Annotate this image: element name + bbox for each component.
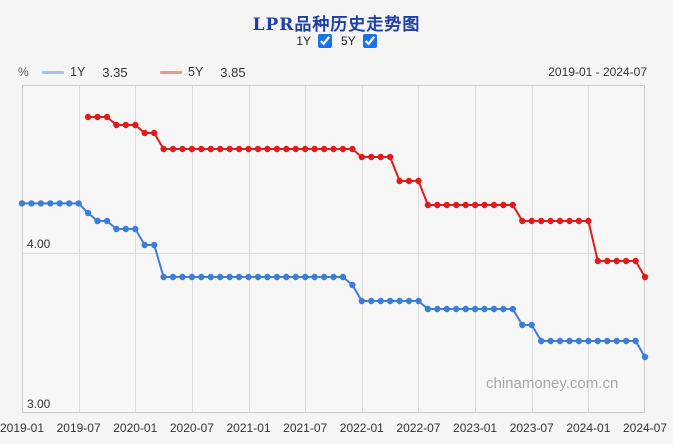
- x-axis-tick-label: 2022-01: [339, 421, 384, 435]
- legend-line-1y-icon: [42, 70, 64, 74]
- filter-1y-label: 1Y: [296, 34, 311, 48]
- filter-1y: 1Y: [296, 34, 332, 48]
- y-axis-tick-label: 3.00: [27, 397, 51, 411]
- legend-1y-current-value: 3.35: [102, 64, 128, 80]
- x-axis-tick-label: 2020-01: [113, 421, 158, 435]
- x-axis-tick-label: 2023-01: [453, 421, 498, 435]
- page-title: LPR品种历史走势图: [252, 15, 421, 35]
- x-axis-tick-label: 2021-01: [226, 421, 271, 435]
- filter-5y-label: 5Y: [341, 34, 356, 48]
- legend-5y-name: 5Y: [188, 65, 204, 79]
- x-axis-tick-label: 2023-07: [509, 421, 554, 435]
- date-range-label: 2019-01 - 2024-07: [548, 65, 647, 79]
- x-axis-tick-label: 2020-07: [169, 421, 214, 435]
- y-axis-tick-label: 4.00: [27, 237, 51, 251]
- filter-5y: 5Y: [341, 34, 377, 48]
- x-axis-tick-label: 2019-07: [56, 421, 101, 435]
- watermark: chinamoney.com.cn: [486, 375, 619, 392]
- x-axis-tick-label: 2019-01: [0, 421, 45, 435]
- filter-5y-checkbox[interactable]: [362, 34, 377, 48]
- x-axis-tick-label: 2024-07: [622, 421, 668, 435]
- legend-line-5y-icon: [160, 70, 182, 74]
- x-axis-tick-label: 2021-07: [283, 421, 328, 435]
- filter-1y-checkbox[interactable]: [318, 34, 332, 48]
- x-axis-labels: 2019-01 2019-07 2020-01 2020-07 2021-01 2021-…: [0, 421, 673, 437]
- series-filter-row: 1Y 5Y: [0, 32, 673, 50]
- x-axis-tick-label: 2022-07: [396, 421, 441, 435]
- y-axis-unit-label: %: [18, 65, 29, 79]
- x-axis-tick-label: 2024-01: [566, 421, 611, 435]
- legend-item-5y: 5Y 3.85: [160, 64, 246, 80]
- legend-5y-current-value: 3.85: [220, 64, 246, 80]
- legend-1y-name: 1Y: [70, 65, 86, 79]
- legend-row: % 1Y 3.35 5Y 3.85 2019-01 - 2024-07: [0, 64, 673, 80]
- legend-item-1y: 1Y 3.35: [42, 64, 128, 80]
